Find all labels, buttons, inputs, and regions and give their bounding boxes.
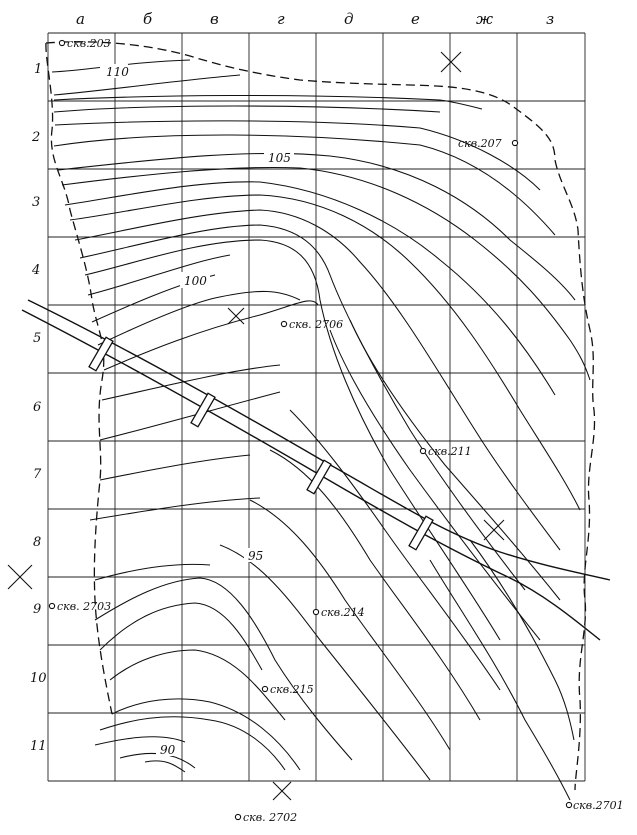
- profile-marker: [408, 515, 434, 551]
- row-label: 10: [30, 671, 47, 686]
- row-labels: 1 2 3 4 5 6 7 8 9 10 11: [30, 62, 47, 754]
- cross-marker: [483, 519, 505, 541]
- well-marker: [58, 39, 66, 47]
- column-labels: а б в г д е ж з: [76, 10, 554, 28]
- cross-markers: [7, 51, 505, 801]
- row-label: 8: [33, 535, 41, 550]
- contour-value-label: 105: [268, 151, 291, 165]
- cross-marker: [7, 564, 33, 590]
- column-label: г: [277, 10, 285, 28]
- well-marker: [234, 813, 242, 821]
- profile-line: [21, 299, 611, 641]
- well-marker: [565, 801, 573, 809]
- well-label: скв.214: [321, 606, 365, 619]
- contour-value-label: 100: [184, 274, 207, 288]
- contour-value-label: 95: [248, 549, 263, 563]
- well-label: скв. 2703: [57, 600, 111, 613]
- well-label: скв.203: [67, 37, 111, 50]
- contour-value-label: 110: [106, 65, 129, 79]
- column-label: ж: [476, 10, 493, 28]
- wells: скв.203 скв.207 скв. 2706 скв.211 скв. 2…: [48, 37, 624, 824]
- well-marker: [511, 139, 519, 147]
- row-label: 5: [33, 331, 41, 346]
- column-label: е: [411, 10, 420, 28]
- well-label: скв.207: [458, 137, 502, 150]
- contour-value-label: 90: [160, 743, 176, 757]
- well-marker: [419, 447, 427, 455]
- row-label: 2: [31, 130, 40, 145]
- cross-marker: [227, 307, 245, 325]
- row-label: 6: [33, 400, 41, 415]
- profile-marker: [190, 392, 216, 428]
- cross-marker: [440, 51, 462, 73]
- row-label: 1: [34, 62, 42, 77]
- map-grid: [47, 32, 586, 782]
- profile-marker: [88, 336, 114, 372]
- column-label: а: [76, 10, 85, 28]
- row-label: 3: [32, 195, 40, 210]
- contour-value-labels: 110 105 100 95 90: [100, 64, 294, 757]
- area-boundary: [45, 41, 596, 791]
- row-label: 9: [33, 602, 41, 617]
- cross-marker: [272, 781, 292, 801]
- column-label: в: [210, 10, 219, 28]
- well-label: скв. 2706: [289, 318, 343, 331]
- well-label: скв.215: [270, 683, 314, 696]
- well-marker: [312, 608, 320, 616]
- well-marker: [48, 602, 56, 610]
- profile-marker: [306, 459, 332, 495]
- row-label: 4: [31, 263, 40, 278]
- well-label: скв.2701: [573, 799, 624, 812]
- row-label: 7: [33, 467, 42, 482]
- well-marker: [280, 320, 288, 328]
- well-label: скв.211: [428, 445, 472, 458]
- row-label: 11: [30, 739, 47, 754]
- well-label: скв. 2702: [243, 811, 297, 824]
- column-label: д: [344, 10, 354, 28]
- contour-lines: [51, 59, 591, 801]
- column-label: б: [143, 10, 153, 28]
- column-label: з: [546, 10, 554, 28]
- well-marker: [261, 685, 269, 693]
